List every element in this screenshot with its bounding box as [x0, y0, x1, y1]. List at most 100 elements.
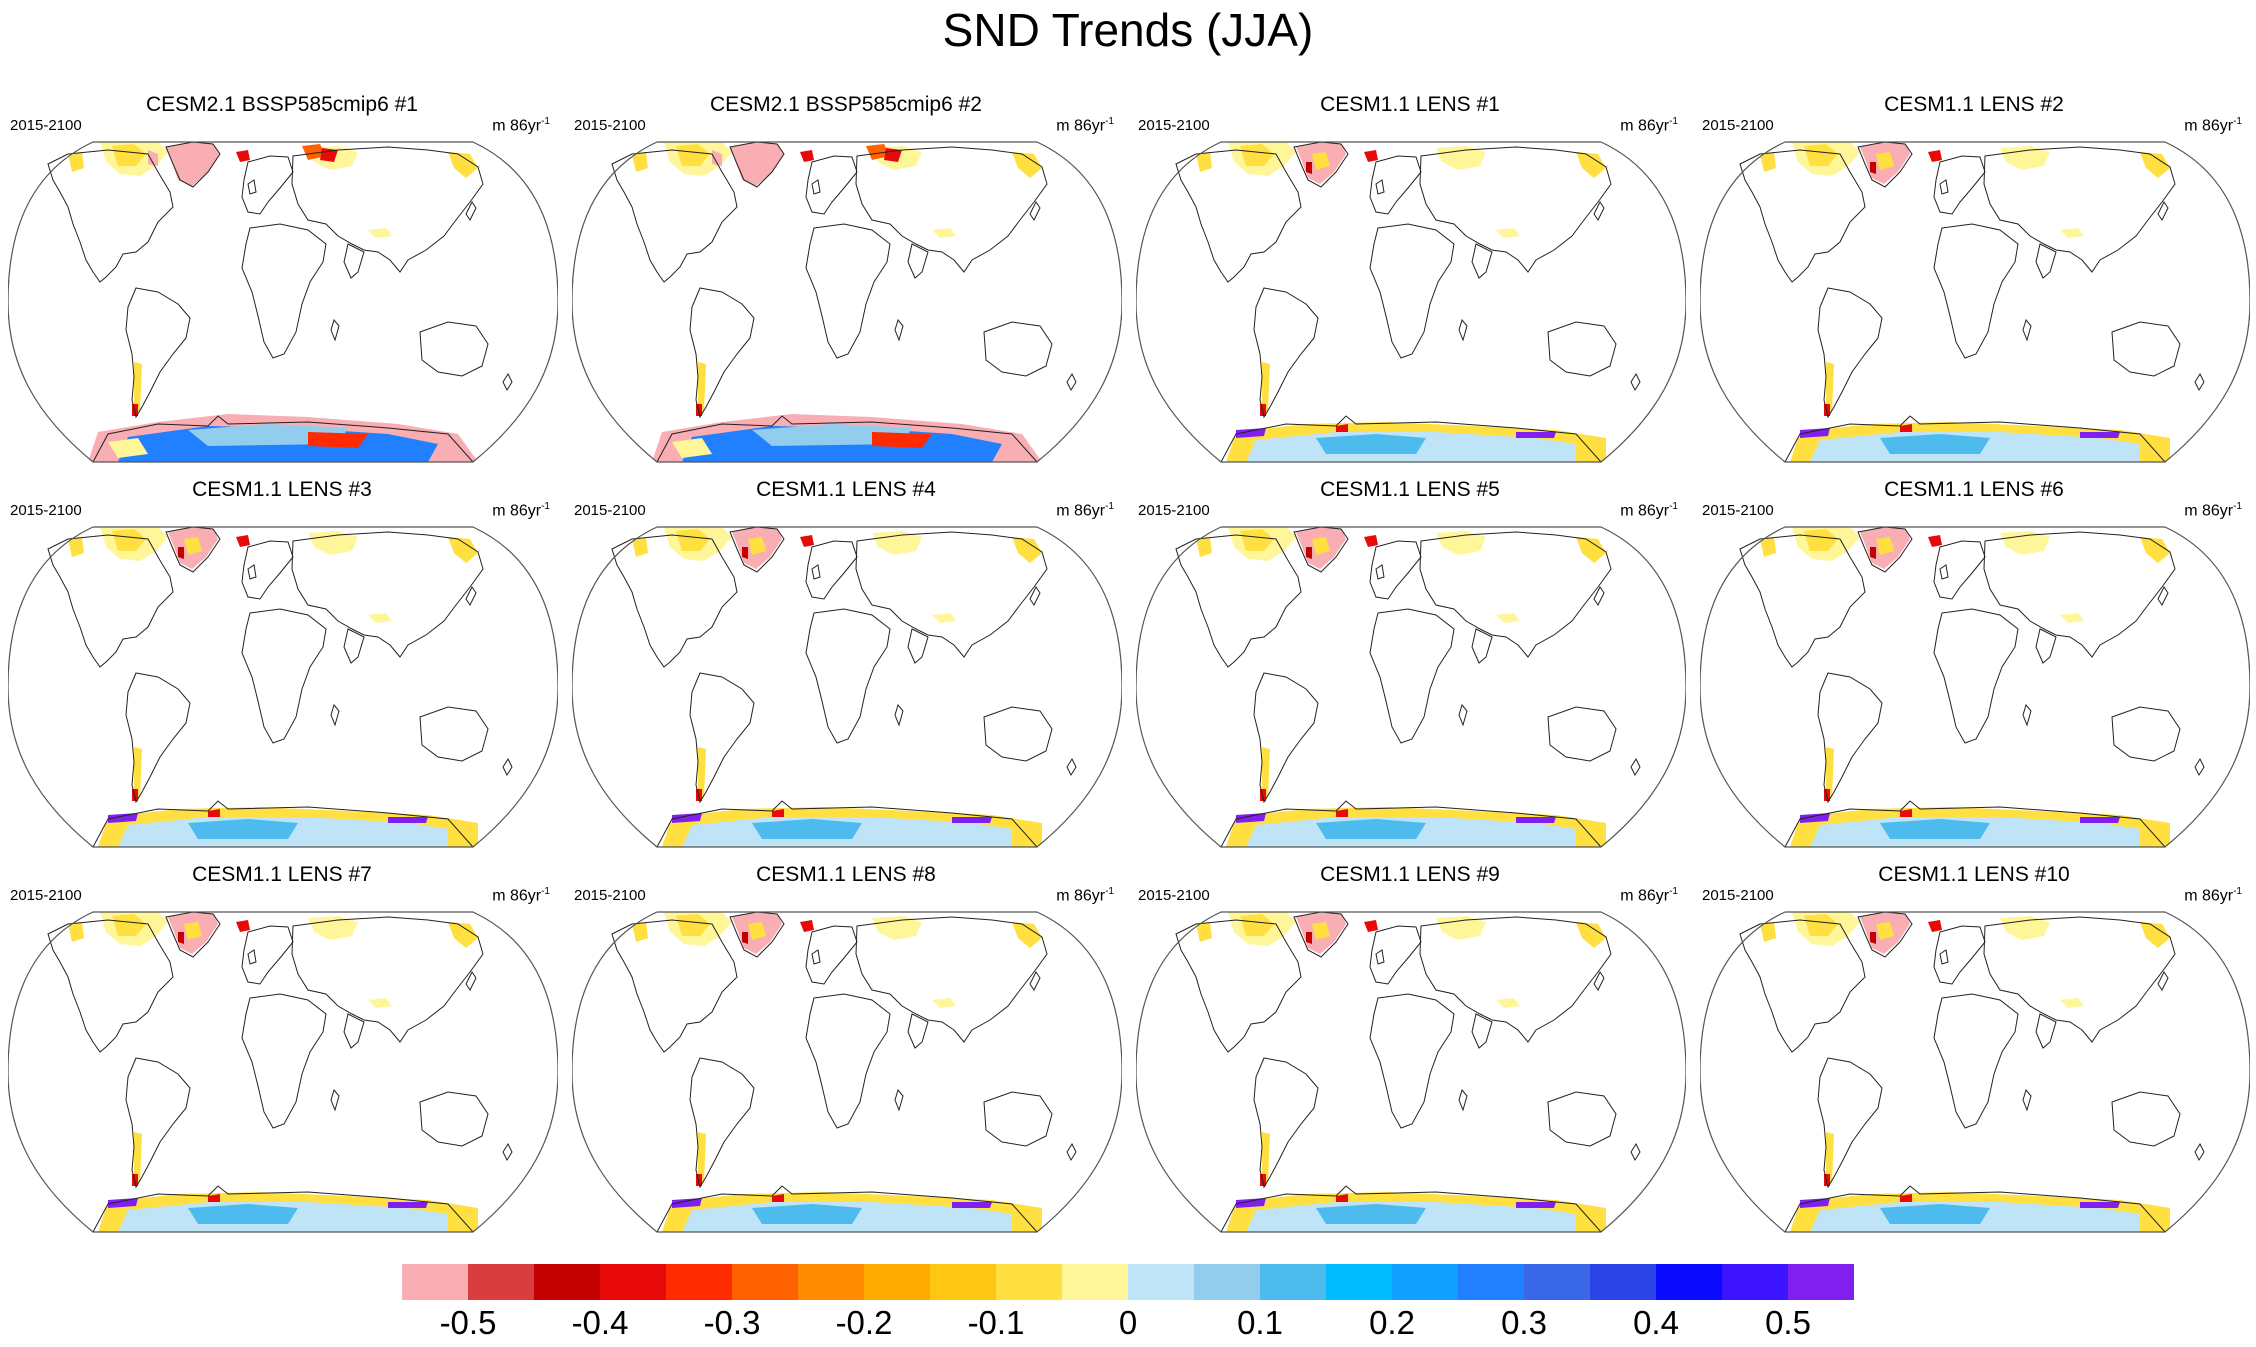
coastline-11	[811, 179, 821, 195]
coastline-6	[343, 628, 365, 664]
alaska-snow	[68, 152, 84, 172]
tibet-snow	[368, 998, 392, 1008]
coastline-1	[729, 911, 785, 958]
antarctica-coastline	[92, 800, 474, 847]
colorbar-swatch	[1788, 1264, 1854, 1300]
alaska-snow	[1760, 152, 1776, 172]
colorbar-tick-label: 0.2	[1369, 1304, 1415, 1341]
coastline-7	[983, 706, 1053, 762]
coastline-3	[241, 155, 294, 215]
coastline-7	[1547, 1091, 1617, 1147]
coastline-2	[125, 1057, 191, 1189]
antarctica-core	[752, 1204, 862, 1224]
coastline-2	[1817, 287, 1883, 419]
coastline-8	[2194, 372, 2205, 392]
tibet-snow	[932, 228, 956, 238]
coastline-10	[465, 586, 477, 606]
tibet-snow	[1496, 613, 1520, 623]
map-border	[8, 526, 558, 848]
antarctica-edge-purple	[1800, 1198, 1830, 1208]
east-siberia-snow	[2140, 537, 2170, 563]
antarctica-coastline	[92, 415, 474, 462]
coastline-0	[47, 149, 174, 283]
coastline-2	[1817, 1057, 1883, 1189]
antarctica-loss	[872, 432, 932, 448]
coastline-11	[247, 949, 257, 965]
coastline-11	[1939, 949, 1949, 965]
tibet-snow	[368, 613, 392, 623]
tibet-snow	[368, 228, 392, 238]
panel-title: CESM2.1 BSSP585cmip6 #2	[710, 93, 982, 116]
coastline-1	[729, 141, 785, 188]
antarctica-peninsula-loss	[772, 1194, 784, 1202]
coastline-4	[1369, 608, 1455, 744]
coastline-3	[241, 925, 294, 985]
world-map	[1700, 526, 2250, 848]
antarctica-edge-purple-2	[2080, 817, 2120, 823]
coastline-11	[811, 949, 821, 965]
coastline-5	[1419, 531, 1612, 658]
coastline-9	[894, 1088, 904, 1112]
coastline-5	[1983, 531, 2176, 658]
map-panel: CESM1.1 LENS #3 2015-2100 m 86yr-1	[0, 475, 564, 860]
antarctica-edge-purple	[1800, 428, 1830, 438]
coastline-11	[247, 564, 257, 580]
map-border	[8, 141, 558, 463]
coastline-5	[1419, 916, 1612, 1043]
panel-period: 2015-2100	[1702, 887, 1774, 904]
coastline-9	[2022, 1088, 2032, 1112]
coastline-4	[805, 993, 891, 1129]
panel-period: 2015-2100	[10, 117, 82, 134]
antarctica-core	[1316, 434, 1426, 454]
coastline-8	[1066, 757, 1077, 777]
andes-snow	[134, 1132, 142, 1184]
coastline-9	[1458, 703, 1468, 727]
andes-snow	[1262, 747, 1270, 799]
coastline-10	[465, 971, 477, 991]
antarctica-edge-purple	[108, 1198, 138, 1208]
svalbard-snow	[1364, 535, 1378, 547]
antarctica-core	[1880, 434, 1990, 454]
map-border	[1136, 141, 1686, 463]
map-panel: CESM1.1 LENS #5 2015-2100 m 86yr-1	[1128, 475, 1692, 860]
coastline-1	[165, 911, 221, 958]
colorbar-swatch	[666, 1264, 733, 1300]
coastline-3	[805, 540, 858, 600]
arctic-canada-snow-core	[1240, 529, 1274, 551]
andes-snow	[698, 747, 706, 799]
coastline-0	[611, 149, 738, 283]
greenland-edge	[1870, 547, 1876, 559]
antarctica-edge-purple-2	[2080, 432, 2120, 438]
coastline-1	[1293, 526, 1349, 573]
map-border	[1136, 526, 1686, 848]
antarctica-peninsula-loss	[208, 809, 220, 817]
alaska-snow	[68, 537, 84, 557]
coastline-10	[1593, 201, 1605, 221]
coastline-9	[1458, 1088, 1468, 1112]
panel-units: m 86yr-1	[2184, 886, 2242, 905]
coastline-3	[1933, 155, 1986, 215]
east-siberia-snow	[448, 922, 478, 948]
coastline-0	[1175, 149, 1302, 283]
coastline-1	[1857, 141, 1913, 188]
east-siberia-snow	[448, 537, 478, 563]
coastline-4	[805, 223, 891, 359]
svalbard-snow	[1928, 920, 1942, 932]
panel-period: 2015-2100	[574, 502, 646, 519]
antarctica-core	[1880, 819, 1990, 839]
svalbard-snow	[236, 150, 250, 162]
map-panel: CESM1.1 LENS #4 2015-2100 m 86yr-1	[564, 475, 1128, 860]
antarctica-core	[1880, 1204, 1990, 1224]
colorbar-swatch	[930, 1264, 997, 1300]
coastline-2	[1253, 287, 1319, 419]
antarctica-edge-purple-2	[388, 817, 428, 823]
colorbar-tick-label: 0.3	[1501, 1304, 1547, 1341]
greenland-interior	[1876, 537, 1894, 555]
andes-snow	[1826, 1132, 1834, 1184]
greenland-interior	[184, 537, 202, 555]
coastline-8	[1630, 372, 1641, 392]
tibet-snow	[932, 613, 956, 623]
coastline-6	[907, 628, 929, 664]
greenland-edge	[742, 547, 748, 559]
coastline-8	[1630, 1142, 1641, 1162]
